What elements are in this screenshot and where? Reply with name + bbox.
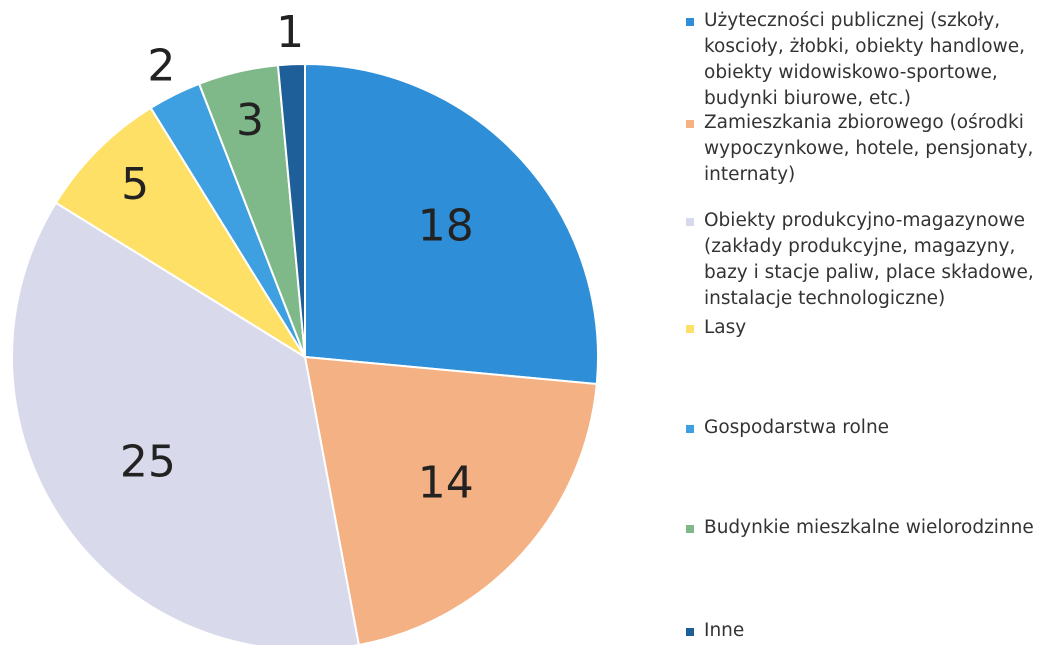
data-label: 25 — [120, 437, 176, 488]
legend-entry: Inne — [686, 618, 1051, 644]
legend-entry: Użyteczności publicznej (szkoły, koscioł… — [686, 8, 1051, 112]
legend-swatch — [686, 525, 694, 533]
legend-swatch — [686, 120, 694, 128]
legend-entry: Obiekty produkcyjno-magazynowe (zakłady … — [686, 208, 1051, 312]
legend-label: Użyteczności publicznej (szkoły, koscioł… — [704, 10, 1026, 109]
data-label: 2 — [147, 40, 175, 91]
pie-slice — [54, 106, 306, 358]
legend-swatch — [686, 18, 694, 26]
legend-entry: Zamieszkania zbiorowego (ośrodki wypoczy… — [686, 110, 1051, 188]
pie-slice — [303, 355, 598, 645]
legend-entry: Budynkie mieszkalne wielorodzinne — [686, 515, 1051, 541]
data-label: 18 — [418, 201, 474, 252]
legend-swatch — [686, 628, 694, 636]
data-label: 1 — [276, 7, 304, 58]
legend-entry: Gospodarstwa rolne — [686, 415, 1051, 441]
pie: 18 14 25 5 2 31 — [11, 7, 599, 645]
data-label: 14 — [418, 457, 474, 508]
legend-swatch — [686, 325, 694, 333]
legend-label: Inne — [704, 620, 745, 641]
pie-slice — [11, 201, 360, 645]
pie-slice — [276, 62, 306, 358]
legend-entry: Lasy — [686, 315, 1051, 341]
data-label: 5 — [121, 159, 149, 210]
legend-swatch — [686, 218, 694, 226]
legend-label: Lasy — [704, 317, 747, 338]
data-label: 3 — [236, 95, 264, 146]
legend-label: Obiekty produkcyjno-magazynowe (zakłady … — [704, 210, 1034, 309]
pie-slice — [304, 62, 599, 386]
legend-label: Zamieszkania zbiorowego (ośrodki wypoczy… — [704, 112, 1034, 185]
legend-swatch — [686, 425, 694, 433]
legend-label: Budynkie mieszkalne wielorodzinne — [704, 517, 1034, 538]
legend-label: Gospodarstwa rolne — [704, 417, 890, 438]
